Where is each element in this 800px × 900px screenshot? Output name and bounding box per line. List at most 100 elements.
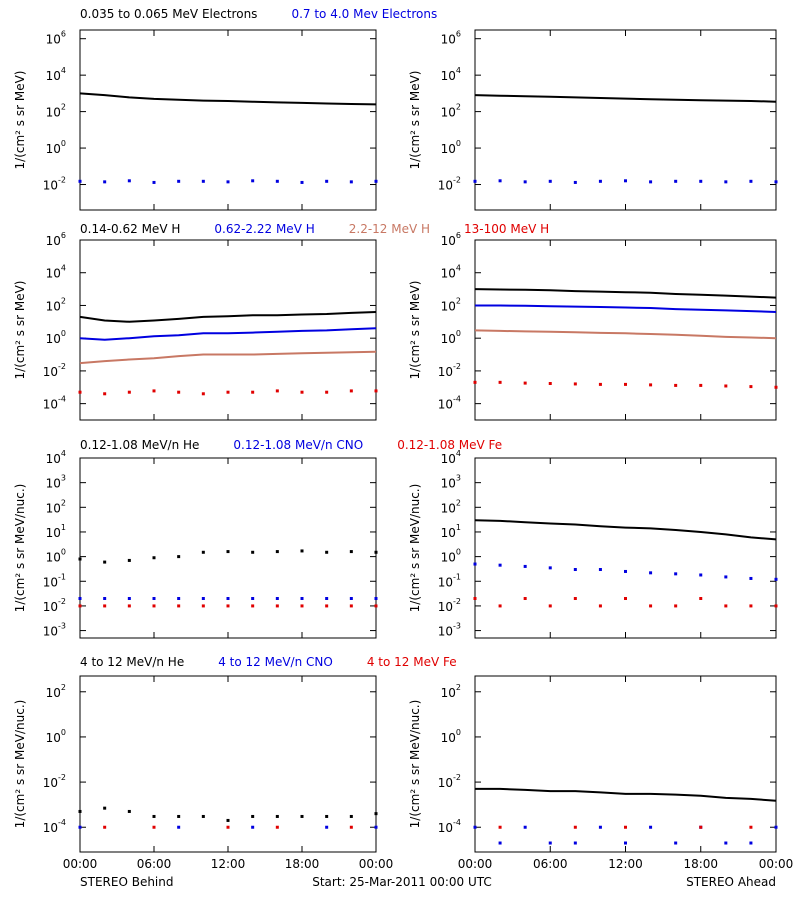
legend-entry: 0.14-0.62 MeV H: [80, 222, 180, 236]
x-tick-label: 00:00: [458, 857, 493, 871]
data-point: [78, 557, 82, 561]
x-tick-label: 18:00: [285, 857, 320, 871]
x-tick-label: 00:00: [359, 857, 394, 871]
data-point: [699, 597, 703, 601]
data-point: [127, 558, 131, 562]
y-tick-label: 102: [46, 296, 66, 313]
y-tick-label: 104: [441, 449, 461, 466]
data-point: [177, 555, 181, 559]
data-point: [127, 604, 131, 608]
y-tick-base: 10: [441, 332, 456, 346]
data-point: [201, 814, 205, 818]
x-tick-label: 12:00: [211, 857, 246, 871]
data-point: [152, 825, 156, 829]
data-point: [251, 604, 255, 608]
plot-frame: [79, 675, 377, 853]
data-point: [349, 550, 353, 554]
y-tick-exp: -2: [453, 176, 461, 185]
x-tick-label: 06:00: [533, 857, 568, 871]
data-point: [152, 597, 156, 601]
plot-frame: [474, 239, 777, 421]
data-point: [749, 825, 753, 829]
y-tick-base: 10: [441, 551, 456, 565]
data-point: [226, 597, 230, 601]
series-line: [474, 288, 777, 299]
data-point: [473, 380, 477, 384]
y-tick-label: 100: [441, 728, 461, 745]
data-point: [275, 389, 279, 393]
legend-entry: 4 to 12 MeV/n He: [80, 655, 184, 669]
data-point: [275, 597, 279, 601]
data-point: [226, 604, 230, 608]
y-tick-label: 10-4: [438, 395, 461, 412]
y-tick-exp: 4: [61, 66, 66, 75]
y-tick-base: 10: [441, 142, 456, 156]
y-tick-base: 10: [438, 821, 453, 835]
data-point: [774, 577, 778, 581]
data-point: [78, 179, 82, 183]
data-point: [275, 814, 279, 818]
data-point: [275, 179, 279, 183]
y-tick-label: 106: [441, 30, 461, 47]
plot-frame: [474, 29, 777, 211]
data-point: [649, 825, 653, 829]
y-tick-exp: -1: [58, 572, 66, 581]
y-tick-base: 10: [441, 33, 456, 47]
data-point: [374, 179, 378, 183]
y-axis-label: 1/(cm² s sr MeV/nuc.): [408, 700, 422, 829]
data-point: [103, 825, 107, 829]
y-tick-exp: 2: [61, 103, 66, 112]
y-tick-base: 10: [438, 575, 453, 589]
data-point: [300, 597, 304, 601]
y-tick-exp: 4: [61, 264, 66, 273]
y-tick-label: 106: [46, 231, 66, 248]
footer-left: STEREO Behind: [80, 875, 174, 889]
y-tick-label: 10-2: [43, 773, 66, 790]
y-tick-base: 10: [46, 332, 61, 346]
data-point: [251, 179, 255, 183]
y-tick-label: 10-1: [438, 572, 461, 589]
data-point: [177, 179, 181, 183]
y-axis-label: 1/(cm² s sr MeV/nuc.): [13, 484, 27, 613]
y-tick-exp: 0: [61, 329, 66, 338]
y-tick-exp: 2: [456, 683, 461, 692]
y-axis-label: 1/(cm² s sr MeV): [13, 281, 27, 380]
series-line: [474, 94, 777, 103]
y-tick-base: 10: [46, 477, 61, 491]
data-point: [624, 382, 627, 386]
y-tick-label: 100: [441, 329, 461, 346]
y-tick-label: 10-2: [438, 773, 461, 790]
data-point: [573, 841, 577, 845]
y-tick-exp: 0: [456, 548, 461, 557]
data-point: [674, 604, 678, 608]
y-tick-exp: -2: [58, 176, 66, 185]
data-point: [674, 572, 678, 576]
data-point: [349, 825, 353, 829]
plot-frame: [474, 675, 777, 853]
y-tick-label: 100: [441, 548, 461, 565]
legend-entry: 0.12-1.08 MeV/n CNO: [233, 438, 363, 452]
legend-entry: 0.7 to 4.0 Mev Electrons: [291, 7, 437, 21]
data-point: [127, 179, 131, 183]
y-tick-label: 104: [46, 66, 66, 83]
y-tick-base: 10: [46, 452, 61, 466]
data-point: [649, 571, 653, 575]
y-tick-label: 10-1: [43, 572, 66, 589]
data-point: [624, 569, 627, 573]
data-point: [749, 576, 753, 580]
y-tick-base: 10: [46, 686, 61, 700]
y-tick-label: 100: [46, 728, 66, 745]
y-tick-base: 10: [46, 69, 61, 83]
data-point: [300, 180, 304, 184]
data-point: [624, 597, 627, 601]
data-point: [201, 179, 205, 183]
y-tick-exp: 0: [456, 139, 461, 148]
data-point: [201, 550, 205, 554]
data-point: [78, 604, 82, 608]
y-tick-exp: 0: [61, 548, 66, 557]
data-point: [374, 604, 378, 608]
data-point: [325, 550, 329, 554]
data-point: [78, 809, 82, 813]
y-tick-base: 10: [441, 234, 456, 248]
data-point: [177, 814, 181, 818]
